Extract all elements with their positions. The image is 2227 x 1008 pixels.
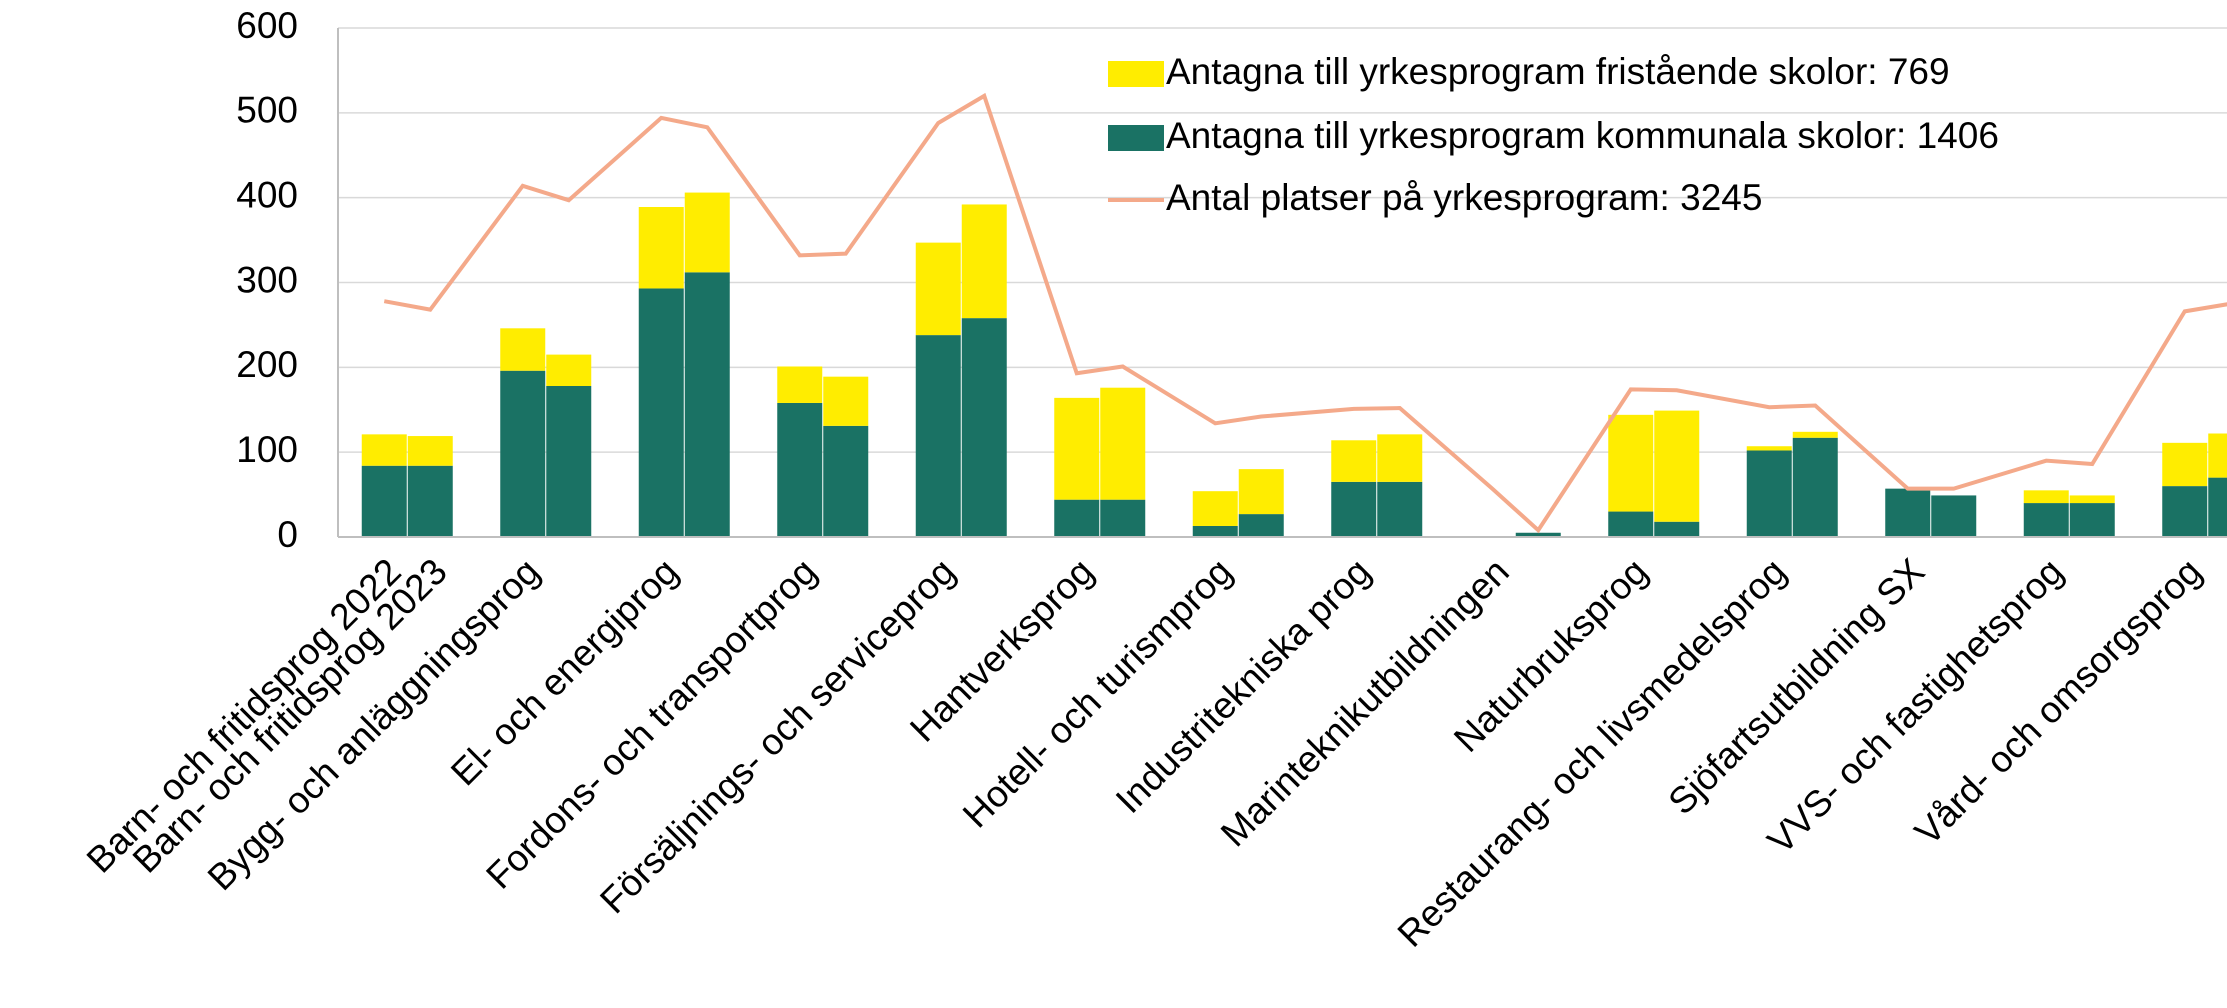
x-tick-label: Marinteknikutbildningen xyxy=(1213,551,1517,855)
bar xyxy=(1331,440,1377,482)
bar xyxy=(1931,495,1977,537)
bar xyxy=(1100,387,1146,500)
y-tick-label: 600 xyxy=(236,5,298,46)
bar xyxy=(961,204,1007,319)
bar xyxy=(1792,437,1838,537)
bar xyxy=(1377,481,1423,537)
x-tick-label: El- och energiprog xyxy=(443,551,686,794)
legend-label: Antagna till yrkesprogram fristående sko… xyxy=(1166,51,1950,92)
bar xyxy=(1746,450,1792,537)
bar xyxy=(684,192,730,273)
bar xyxy=(777,366,823,403)
bar xyxy=(823,376,869,426)
bar xyxy=(1100,499,1146,537)
line xyxy=(383,92,2227,534)
bar xyxy=(638,288,684,537)
bar xyxy=(684,272,730,537)
x-tick-label: Hotell- och turismprog xyxy=(955,551,1240,836)
bar xyxy=(1654,521,1700,537)
bar xyxy=(1054,499,1100,537)
x-tick-label: Industritekniska prog xyxy=(1108,551,1378,821)
bar xyxy=(1515,532,1561,537)
bar xyxy=(1331,481,1377,537)
bar xyxy=(2162,442,2208,487)
bar xyxy=(1192,525,1238,537)
bar xyxy=(407,436,453,466)
y-tick-label: 400 xyxy=(236,174,298,215)
y-tick-label: 300 xyxy=(236,259,298,300)
bar xyxy=(961,318,1007,537)
bar xyxy=(1792,431,1838,438)
bar xyxy=(777,402,823,537)
x-tick-label: Vård- och omsorgsprog xyxy=(1907,551,2209,853)
y-tick-label: 100 xyxy=(236,429,298,470)
bar xyxy=(915,242,961,336)
bar xyxy=(1608,414,1654,512)
bar xyxy=(2208,477,2227,537)
bar xyxy=(1192,491,1238,526)
bar xyxy=(1238,514,1284,537)
bar xyxy=(1654,410,1700,522)
bar xyxy=(1608,511,1654,537)
y-tick-label: 200 xyxy=(236,344,298,385)
bar xyxy=(2162,486,2208,537)
bar xyxy=(823,425,869,537)
bar xyxy=(407,465,453,537)
bar xyxy=(361,434,407,466)
bar xyxy=(2069,495,2115,504)
bar xyxy=(638,206,684,289)
legend-swatch xyxy=(1108,125,1164,151)
bar xyxy=(500,328,546,371)
y-tick-label: 0 xyxy=(277,514,298,555)
bar xyxy=(1238,469,1284,515)
bar xyxy=(546,385,592,537)
bar xyxy=(546,354,592,386)
legend-label: Antal platser på yrkesprogram: 3245 xyxy=(1166,177,1762,218)
bar xyxy=(1054,397,1100,500)
bar xyxy=(500,370,546,537)
bar xyxy=(1885,488,1931,537)
bar xyxy=(2023,490,2069,504)
x-tick-label: Sjöfartsutbildning SX xyxy=(1660,551,1932,823)
bar xyxy=(2069,503,2115,537)
bar xyxy=(2023,503,2069,537)
bar xyxy=(2208,433,2227,478)
y-tick-label: 500 xyxy=(236,90,298,131)
bar xyxy=(361,465,407,537)
bar xyxy=(1377,434,1423,482)
bar xyxy=(1746,446,1792,451)
legend-label: Antagna till yrkesprogram kommunala skol… xyxy=(1166,115,1999,156)
bar xyxy=(915,335,961,537)
legend-swatch xyxy=(1108,61,1164,87)
